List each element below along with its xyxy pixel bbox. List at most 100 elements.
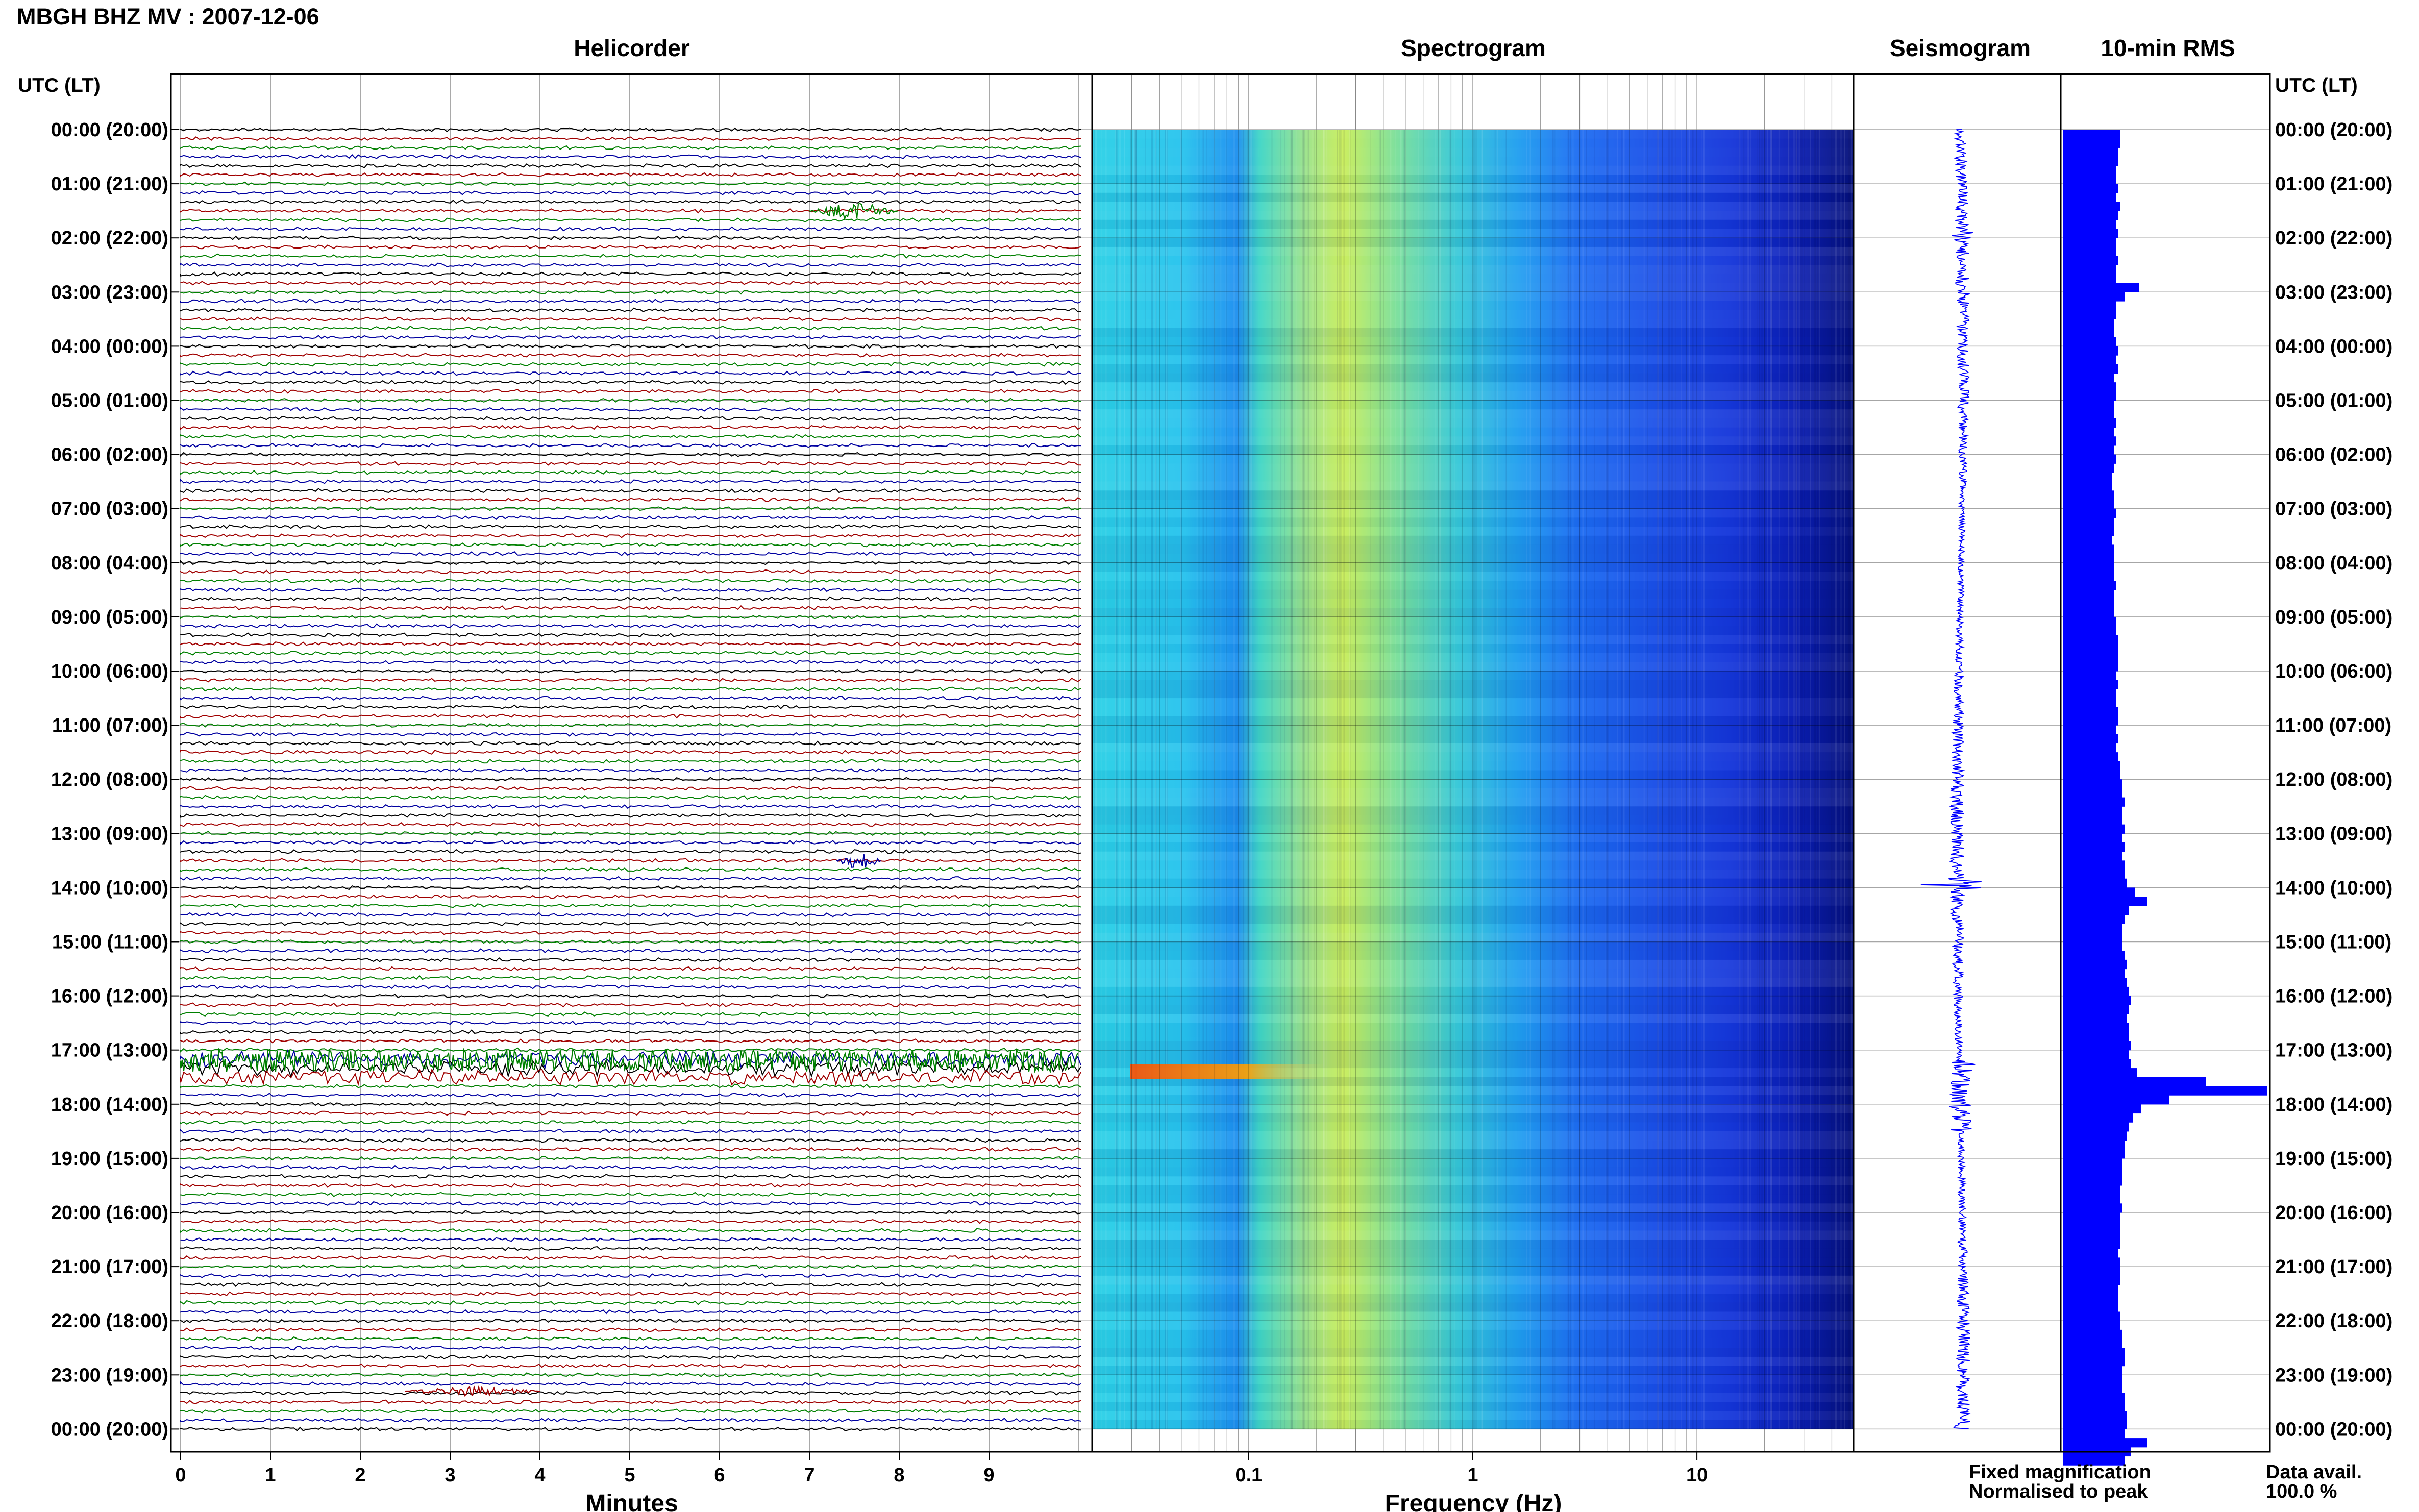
spectrogram-stripe (1151, 130, 1153, 1429)
spectrogram-stripe (1788, 130, 1790, 1429)
spectrogram-stripe (1692, 130, 1694, 1429)
time-label-left: 23:00 (19:00) (51, 1365, 168, 1386)
spectrogram-stripe (1167, 130, 1168, 1429)
helicorder-trace (180, 659, 1081, 665)
rms-bar (2063, 274, 2116, 284)
rms-bar (2063, 1456, 2125, 1466)
spectrogram-stripe (1657, 130, 1659, 1429)
helicorder-trace (180, 370, 1081, 376)
spectrogram-band (1092, 662, 1854, 671)
frequency-tick-label: 10 (1686, 1465, 1708, 1486)
spectrogram-stripe (1307, 130, 1309, 1429)
spectrogram-stripe (1795, 130, 1797, 1429)
helicorder-trace (180, 1002, 1081, 1008)
spectrogram-stripe (1435, 130, 1437, 1429)
spectrogram-stripe (1379, 130, 1381, 1429)
spectrogram-stripe (1814, 130, 1816, 1429)
spectrogram-stripe (1165, 130, 1167, 1429)
rms-bar (2063, 165, 2116, 176)
spectrogram-band (1092, 1149, 1854, 1158)
spectrogram-stripe (1567, 130, 1569, 1429)
spectrogram-stripe (1765, 130, 1766, 1429)
helicorder-trace (180, 452, 1081, 457)
helicorder-trace (180, 1391, 1081, 1396)
spectrogram-title: Spectrogram (1401, 35, 1546, 61)
spectrogram-band (1092, 554, 1854, 563)
spectrogram-stripe (1617, 130, 1618, 1429)
spectrogram-stripe (1788, 130, 1790, 1429)
spectrogram-stripe (1180, 130, 1181, 1429)
rms-bar (2063, 734, 2118, 744)
time-label-right: 19:00 (15:00) (2275, 1148, 2392, 1170)
rms-bar (2063, 996, 2131, 1005)
spectrogram-band (1092, 130, 1854, 139)
rms-bar (2063, 1329, 2122, 1340)
spectrogram-stripe (1798, 130, 1800, 1429)
rms-bar (2063, 472, 2112, 482)
spectrogram-band (1092, 870, 1854, 879)
rms-bar (2063, 788, 2122, 798)
spectrogram-stripe (1582, 130, 1584, 1429)
helicorder-trace (180, 542, 1081, 548)
time-label-left: 01:00 (21:00) (51, 173, 168, 195)
rms-bar (2063, 572, 2114, 581)
spectrogram-band (1092, 1402, 1854, 1411)
spectrogram-stripe (1770, 130, 1772, 1429)
spectrogram-band (1092, 165, 1854, 175)
spectrogram-stripe (1844, 130, 1845, 1429)
helicorder-trace (180, 903, 1081, 908)
helicorder-trace (180, 199, 1081, 205)
helicorder-trace (180, 1318, 1081, 1323)
spectrogram-stripe (1206, 130, 1207, 1429)
time-label-right: 04:00 (00:00) (2275, 336, 2392, 357)
rms-bar (2063, 716, 2118, 726)
spectrogram-stripe (1370, 130, 1371, 1429)
helicorder-trace (180, 334, 1081, 340)
spectrogram-stripe (1771, 130, 1772, 1429)
rms-bar (2063, 481, 2112, 491)
helicorder-trace (180, 1110, 1081, 1116)
spectrogram-band (1092, 355, 1854, 364)
helicorder-trace (180, 461, 1081, 466)
helicorder-trace (180, 1120, 1081, 1125)
helicorder-trace (180, 966, 1081, 972)
helicorder-trace (180, 894, 1081, 899)
rms-bar (2063, 1438, 2147, 1448)
helicorder-trace (180, 1246, 1081, 1251)
rms-bar (2063, 1050, 2129, 1059)
spectrogram-stripe (1439, 130, 1441, 1429)
helicorder-trace (180, 478, 1081, 484)
spectrogram-band (1092, 959, 1854, 969)
rms-bar (2063, 1113, 2133, 1123)
rms-bar (2063, 680, 2118, 689)
rms-bar (2063, 806, 2122, 816)
spectrogram-band (1092, 508, 1854, 518)
helicorder-trace (180, 289, 1081, 295)
spectrogram-band (1092, 1077, 1854, 1086)
rms-bar (2063, 364, 2118, 374)
spectrogram-band (1092, 337, 1854, 346)
helicorder-trace (180, 524, 1081, 530)
spectrogram-stripe (1657, 130, 1659, 1429)
helicorder-trace (180, 533, 1081, 538)
helicorder-trace (180, 795, 1081, 800)
rms-bar (2063, 138, 2120, 148)
helicorder-trace (180, 280, 1081, 286)
helicorder-trace (180, 425, 1081, 431)
rms-bar (2063, 1212, 2120, 1222)
minute-tick-label: 9 (983, 1465, 994, 1486)
spectrogram-stripe (1145, 130, 1146, 1429)
helicorder-trace (180, 253, 1081, 259)
rms-bar (2063, 986, 2129, 997)
helicorder-trace (180, 849, 1081, 854)
rms-bar (2063, 427, 2114, 437)
spectrogram-band (1092, 1203, 1854, 1212)
rms-bar (2063, 508, 2116, 518)
spectrogram-stripe (1526, 130, 1527, 1429)
spectrogram-stripe (1135, 130, 1137, 1429)
spectrogram-band (1092, 292, 1854, 301)
rms-bar (2063, 1339, 2122, 1348)
spectrogram-stripe (1166, 130, 1168, 1429)
helicorder-trace (180, 1209, 1081, 1215)
right-time-header: UTC (LT) (2275, 75, 2358, 96)
